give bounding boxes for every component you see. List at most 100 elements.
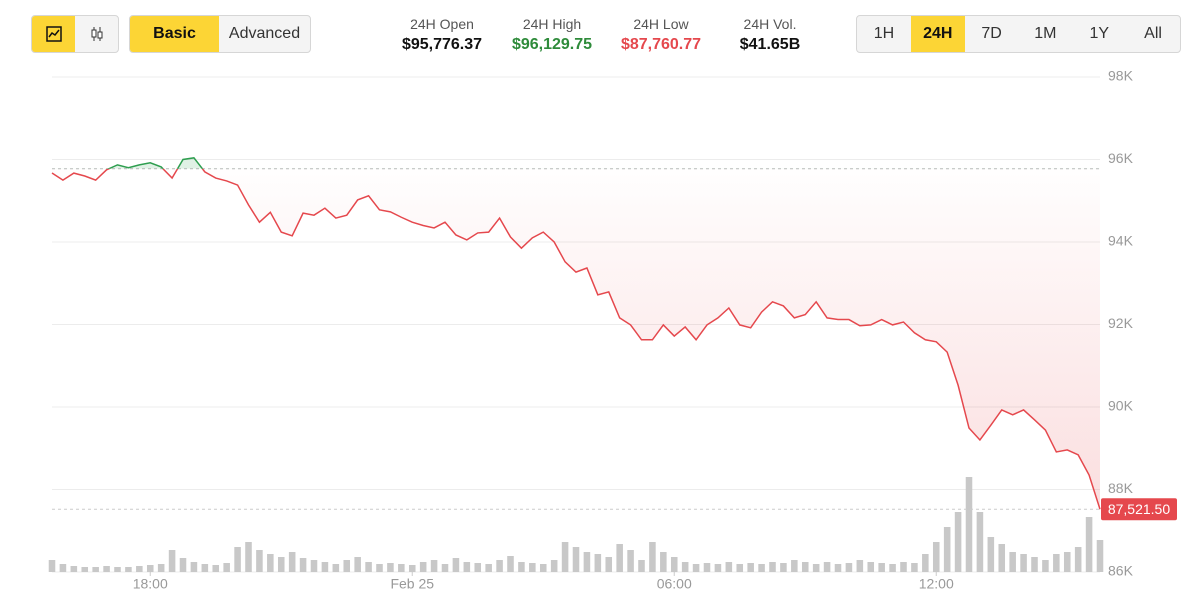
- volume-bar: [801, 562, 809, 572]
- range-button[interactable]: 7D: [981, 25, 1002, 42]
- volume-bar: [572, 547, 580, 572]
- volume-bar: [1020, 554, 1027, 572]
- y-tick-label: 90K: [1108, 398, 1134, 414]
- volume-bar: [703, 563, 711, 572]
- volume-bar: [92, 567, 99, 572]
- stat-label: 24H Open: [410, 16, 474, 32]
- volume-bar: [900, 562, 907, 572]
- candle-chart-button[interactable]: [75, 16, 118, 52]
- y-tick-label: 96K: [1108, 150, 1134, 166]
- volume-bar: [474, 563, 482, 572]
- volume-bar: [365, 562, 372, 572]
- volume-bar: [507, 556, 514, 572]
- volume-bar: [758, 564, 765, 572]
- volume-bar: [201, 564, 209, 572]
- view-button[interactable]: Advanced: [228, 25, 301, 42]
- volume-bar: [1009, 552, 1016, 572]
- volume-bar: [889, 564, 896, 572]
- stat-label: 24H Vol.: [743, 16, 797, 32]
- volume-bar: [714, 564, 722, 572]
- volume-bar: [736, 564, 744, 572]
- current-price-label: 87,521.50: [1108, 501, 1170, 517]
- volume-bar: [812, 564, 820, 572]
- volume-bar: [1053, 554, 1060, 572]
- y-tick-label: 98K: [1108, 68, 1134, 84]
- volume-bar: [791, 560, 798, 572]
- line-icon: [45, 26, 62, 42]
- volume-bar: [136, 566, 143, 572]
- stat: 24H High $96,129.75: [492, 16, 612, 54]
- y-tick-label: 86K: [1108, 563, 1134, 579]
- volume-bar: [594, 554, 602, 572]
- volume-bar: [441, 564, 449, 572]
- volume-bar: [179, 558, 187, 572]
- range-button[interactable]: 24H: [910, 16, 965, 52]
- volume-bar: [1096, 540, 1104, 572]
- y-tick-label: 94K: [1108, 233, 1134, 249]
- x-tick-label: 18:00: [133, 576, 168, 592]
- volume-bar: [288, 552, 296, 572]
- volume-bar: [987, 537, 995, 572]
- volume-bar: [922, 554, 929, 572]
- candle-icon: [91, 27, 102, 41]
- volume-bar: [267, 554, 274, 572]
- volume-bar: [976, 512, 984, 572]
- volume-bar: [856, 560, 864, 572]
- volume-bar: [114, 567, 121, 572]
- volume-bar: [932, 542, 940, 572]
- y-tick-label: 88K: [1108, 480, 1134, 496]
- stat: 24H Open $95,776.37: [382, 16, 502, 54]
- volume-bar: [954, 512, 962, 572]
- volume-bar: [605, 557, 613, 572]
- volume-bar: [343, 560, 351, 572]
- volume-bar: [529, 563, 536, 572]
- volume-bar: [1085, 517, 1093, 572]
- volume-bar: [146, 565, 154, 572]
- volume-bar: [212, 565, 220, 572]
- volume-bar: [70, 566, 78, 572]
- volume-bar: [1074, 547, 1082, 572]
- volume-bar: [190, 562, 198, 572]
- y-tick-label: 92K: [1108, 315, 1134, 331]
- volume-bar: [332, 564, 340, 572]
- volume-bar: [1031, 557, 1038, 572]
- volume-bar: [943, 527, 951, 572]
- volume-bar: [48, 560, 56, 572]
- stat-label: 24H Low: [633, 16, 689, 32]
- volume-bar: [649, 542, 656, 572]
- volume-bar: [376, 564, 383, 572]
- range-button[interactable]: 1H: [873, 25, 895, 42]
- price-line: [51, 168, 1101, 510]
- volume-bar: [125, 567, 132, 572]
- volume-bar: [157, 564, 165, 572]
- view-toggle: Basic Advanced: [129, 15, 311, 53]
- volume-bar: [387, 563, 394, 572]
- volume-bar: [419, 562, 427, 572]
- current-price-box: [1101, 498, 1177, 521]
- volume-bar: [845, 563, 853, 572]
- stat-value: $96,129.75: [511, 36, 593, 53]
- volume-bar: [168, 550, 176, 572]
- volume-bar: [452, 558, 460, 572]
- volume-bar: [660, 552, 667, 572]
- volume-bar: [496, 560, 503, 572]
- x-tick-label: 06:00: [657, 576, 692, 592]
- range-button[interactable]: 1M: [1034, 25, 1057, 42]
- volume-bar: [627, 550, 634, 572]
- volume-bar: [103, 566, 110, 572]
- line-chart-button[interactable]: [32, 16, 75, 52]
- range-button[interactable]: 1Y: [1089, 25, 1110, 42]
- view-button[interactable]: Basic: [130, 16, 220, 52]
- range-button[interactable]: All: [1144, 25, 1162, 42]
- volume-bar: [867, 562, 875, 572]
- stat-label: 24H High: [522, 16, 582, 32]
- volume-bar: [638, 560, 645, 572]
- volume-bar: [518, 562, 525, 572]
- volume-bar: [277, 557, 285, 572]
- stat: 24H Vol. $41.65B: [710, 16, 830, 54]
- volume-bar: [692, 564, 700, 572]
- volume-bar: [911, 563, 918, 572]
- stat: 24H Low $87,760.77: [601, 16, 721, 54]
